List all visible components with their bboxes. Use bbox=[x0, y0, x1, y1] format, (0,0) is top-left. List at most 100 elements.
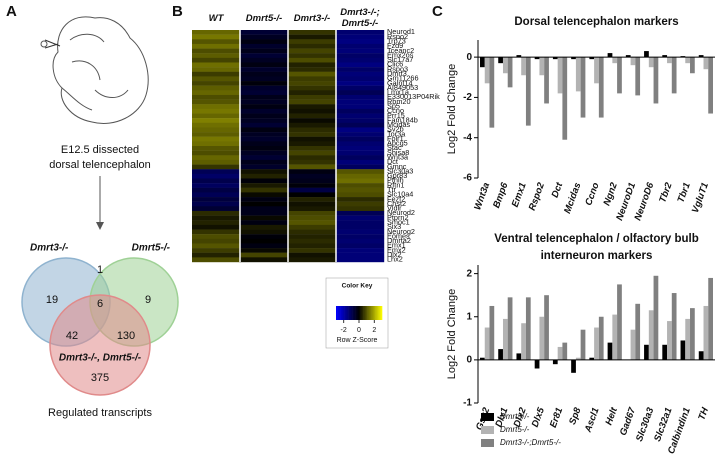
heatmap-cell bbox=[192, 53, 241, 59]
heatmap-cell bbox=[192, 57, 241, 63]
heatmap-cell bbox=[336, 210, 385, 216]
heatmap-cell bbox=[336, 257, 385, 263]
heatmap-cell bbox=[288, 224, 337, 230]
heatmap-cell bbox=[336, 118, 385, 123]
key-gradient bbox=[341, 306, 344, 320]
heatmap-cell bbox=[288, 197, 337, 202]
heatmap-cell bbox=[192, 122, 241, 128]
key-gradient bbox=[360, 306, 362, 320]
heatmap-cell bbox=[336, 127, 385, 133]
heatmap-cell bbox=[192, 257, 241, 263]
key-gradient bbox=[340, 306, 343, 320]
heatmap-cell bbox=[192, 150, 241, 156]
heatmap-cell bbox=[288, 57, 337, 63]
legend-swatch bbox=[481, 439, 494, 447]
bar bbox=[607, 342, 613, 360]
heatmap-cell bbox=[240, 164, 289, 170]
key-gradient bbox=[336, 306, 338, 320]
heatmap-cell bbox=[336, 85, 385, 91]
gene-label: Emx2 bbox=[387, 245, 406, 254]
heatmap-cell bbox=[288, 220, 337, 226]
x-tick-label: Helt bbox=[603, 405, 620, 426]
heatmap-cell bbox=[240, 141, 289, 147]
gene-label: Gmnc bbox=[387, 162, 407, 171]
gene-label: Fzd9 bbox=[387, 41, 403, 50]
gene-label: Rspo2 bbox=[387, 32, 408, 41]
venn-set-label: Dmrt3-/- bbox=[30, 243, 69, 254]
x-tick-label: Wnt3a bbox=[472, 181, 492, 212]
heatmap-cell bbox=[288, 85, 337, 91]
heatmap-cell bbox=[336, 164, 385, 170]
y-axis-label: Log2 Fold Change bbox=[446, 64, 458, 155]
bar bbox=[534, 57, 540, 60]
heatmap-cell bbox=[240, 248, 289, 253]
gene-label: Dmrt3 bbox=[387, 69, 407, 78]
bar bbox=[534, 359, 540, 369]
x-tick-label: Dlx5 bbox=[530, 405, 547, 428]
gene-label: Chst2 bbox=[387, 199, 406, 208]
bar bbox=[521, 323, 526, 360]
heatmap-cell bbox=[240, 169, 289, 175]
heatmap-cell bbox=[336, 169, 385, 175]
x-tick-label: Emx1 bbox=[510, 181, 529, 209]
heatmap-cell bbox=[192, 164, 241, 170]
key-gradient bbox=[364, 306, 367, 320]
heatmap-cell bbox=[288, 113, 337, 119]
bar bbox=[635, 303, 641, 360]
key-gradient bbox=[361, 306, 363, 320]
key-gradient bbox=[356, 306, 359, 320]
key-gradient bbox=[367, 306, 369, 320]
heatmap-cell bbox=[288, 53, 337, 59]
heatmap-cell bbox=[288, 187, 337, 193]
heatmap-cell bbox=[288, 141, 337, 147]
bar bbox=[680, 340, 686, 360]
gene-label: Prr15 bbox=[387, 111, 405, 120]
heatmap-cell bbox=[192, 252, 241, 258]
heatmap-cell bbox=[288, 90, 337, 96]
heatmap-cell bbox=[192, 229, 241, 235]
heatmap-cell bbox=[240, 132, 289, 137]
heatmap-cell bbox=[336, 136, 385, 142]
heatmap-cell bbox=[336, 187, 385, 193]
panel-label: C bbox=[432, 3, 443, 20]
heatmap-cell bbox=[192, 159, 241, 165]
heatmap-cell bbox=[240, 71, 289, 77]
bar bbox=[484, 57, 490, 84]
bar bbox=[703, 305, 709, 360]
gene-label: Fam184b bbox=[387, 115, 418, 124]
heatmap-cell bbox=[288, 238, 337, 244]
bar bbox=[575, 57, 581, 92]
heatmap-cell bbox=[336, 146, 385, 151]
column-header: Dmrt3-/-; Dmrt5-/- bbox=[340, 7, 380, 29]
heatmap-cell bbox=[240, 30, 289, 35]
gene-label: Folr1 bbox=[387, 134, 404, 143]
heatmap-cell bbox=[192, 113, 241, 119]
bar bbox=[589, 357, 595, 360]
heatmap-cell bbox=[288, 30, 337, 35]
heatmap-cell bbox=[336, 220, 385, 226]
bar bbox=[557, 57, 563, 94]
heatmap-cell bbox=[288, 71, 337, 77]
heatmap-cell bbox=[288, 94, 337, 100]
heatmap-cell bbox=[240, 113, 289, 119]
x-tick-label: Ngn2 bbox=[601, 180, 620, 207]
heatmap-cell bbox=[240, 178, 289, 184]
heatmap-cell bbox=[336, 81, 385, 86]
bar bbox=[507, 57, 513, 88]
bar bbox=[562, 342, 568, 360]
heatmap-cell bbox=[192, 104, 241, 110]
bar bbox=[625, 55, 631, 58]
key-gradient bbox=[376, 306, 378, 320]
heatmap-cell bbox=[288, 150, 337, 156]
chart-title: Ventral telencephalon / olfactory bulb bbox=[494, 233, 698, 245]
bar bbox=[630, 57, 636, 66]
heatmap-cell bbox=[288, 81, 337, 86]
heatmap-cell bbox=[336, 206, 385, 212]
bar bbox=[598, 57, 604, 118]
bar bbox=[667, 57, 672, 64]
bar bbox=[502, 57, 508, 74]
heatmap-cell bbox=[336, 48, 385, 54]
heatmap-cell bbox=[192, 215, 241, 221]
key-gradient bbox=[350, 306, 353, 320]
bar bbox=[653, 57, 659, 104]
